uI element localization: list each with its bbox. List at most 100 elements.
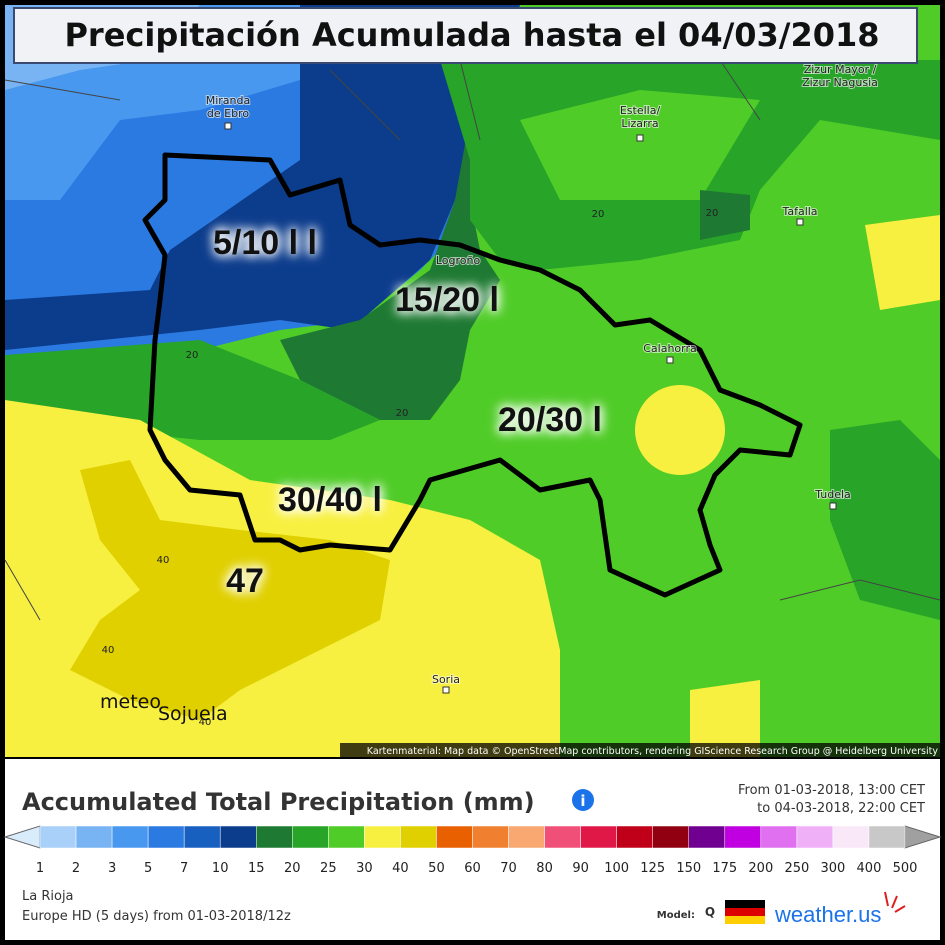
scale-label: 20 xyxy=(284,861,301,876)
scale-box xyxy=(544,825,581,849)
place-label: Zizur Mayor / xyxy=(804,63,877,76)
flag-red xyxy=(725,908,765,916)
scale-box xyxy=(436,825,473,849)
scale-label: 5 xyxy=(144,861,152,876)
field-15-20 xyxy=(280,60,520,420)
flag-gold xyxy=(725,916,765,924)
zone-label: 5/10 l l xyxy=(213,224,317,262)
period-from: From 01-03-2018, 13:00 CET xyxy=(738,783,925,798)
place-label: Zizur Nagusia xyxy=(802,76,878,89)
zone-label: 15/20 l xyxy=(395,281,499,319)
flag-black xyxy=(725,900,765,908)
scale-label: 400 xyxy=(857,861,882,876)
scale-box xyxy=(580,825,617,849)
place-marker xyxy=(796,218,804,226)
info-icon-glyph: i xyxy=(580,792,585,810)
scale-label: 80 xyxy=(536,861,553,876)
scale-box xyxy=(724,825,762,849)
scale-label: 300 xyxy=(821,861,846,876)
scale-box xyxy=(183,825,221,849)
model-run: Europe HD (5 days) from 01-03-2018/12z xyxy=(22,909,291,924)
scale-box xyxy=(219,825,257,849)
scale-box xyxy=(364,825,401,849)
watermark: Sojuela xyxy=(158,703,228,725)
place-label: Logroño xyxy=(436,254,481,267)
scale-box xyxy=(147,825,185,849)
model-label: Model: xyxy=(657,910,695,921)
place-label: Soria xyxy=(432,673,460,686)
contour-label: 40 xyxy=(199,717,212,728)
scale-label: 40 xyxy=(392,861,409,876)
scale-label: 70 xyxy=(500,861,517,876)
scale-label: 150 xyxy=(676,861,701,876)
region: La Rioja xyxy=(22,889,74,904)
scale-box xyxy=(616,825,653,849)
scale-label: 3 xyxy=(108,861,116,876)
scale-label: 25 xyxy=(320,861,337,876)
place-marker xyxy=(636,134,644,142)
field-30-40d xyxy=(690,680,760,757)
place-marker xyxy=(666,356,674,364)
place-marker xyxy=(829,502,837,510)
brand-logo xyxy=(884,891,906,913)
scale-box xyxy=(652,825,689,849)
scale-box xyxy=(472,825,509,849)
contour-label: 40 xyxy=(157,555,170,566)
place-label: de Ebro xyxy=(207,107,249,120)
zone-label: 47 xyxy=(226,562,264,600)
borders xyxy=(4,59,941,621)
scale-box xyxy=(111,825,149,849)
scale-label: 500 xyxy=(893,861,918,876)
place-marker xyxy=(224,122,232,130)
brand: weather.us xyxy=(774,902,881,927)
scale-box xyxy=(760,825,798,849)
zone-label: 30/40 l xyxy=(278,481,382,519)
scale-box xyxy=(292,825,329,849)
map xyxy=(4,5,941,757)
contour-label: 20 xyxy=(592,209,605,220)
title-box xyxy=(13,7,918,64)
period-to: to 04-03-2018, 22:00 CET xyxy=(757,801,925,816)
scale-label: 175 xyxy=(712,861,737,876)
place-label: Lizarra xyxy=(621,117,658,130)
field-10-15 xyxy=(5,5,520,350)
scale-label: 1 xyxy=(36,861,44,876)
scale-box xyxy=(688,825,726,849)
scale-box xyxy=(328,825,365,849)
contour-label: 20 xyxy=(396,408,409,419)
scale-label: 60 xyxy=(464,861,481,876)
scale-label: 2 xyxy=(72,861,80,876)
color-scale: 1 2 3 5 7 10 15 20 25 30 40 50 60 70 80 90 100 125 150 175 2… xyxy=(3,825,942,876)
scale-label: 100 xyxy=(604,861,629,876)
scale-box xyxy=(75,825,113,849)
place-label: Estella/ xyxy=(620,104,661,117)
field-20-25c xyxy=(830,420,940,620)
scale-box xyxy=(39,825,77,849)
info-icon[interactable] xyxy=(572,789,594,811)
scale-label: 15 xyxy=(248,861,265,876)
place-label: Tafalla xyxy=(781,205,817,218)
place-label: Miranda xyxy=(206,94,251,107)
scale-label: 7 xyxy=(180,861,188,876)
scale-box xyxy=(832,825,870,849)
contour-label: 40 xyxy=(102,645,115,656)
attribution-bg xyxy=(340,743,940,757)
la-rioja-boundary xyxy=(142,152,803,598)
contour-label: 20 xyxy=(706,208,719,219)
attribution: Kartenmaterial: Map data © OpenStreetMap… xyxy=(367,746,939,757)
field-30-40b xyxy=(635,385,725,475)
scale-label: 30 xyxy=(356,861,373,876)
scale-box xyxy=(868,825,906,849)
scale-label: 125 xyxy=(640,861,665,876)
scale-box xyxy=(796,825,834,849)
scale-label: 200 xyxy=(748,861,773,876)
title: Precipitación Acumulada hasta el 04/03/2… xyxy=(64,16,879,54)
legend-title: Accumulated Total Precipitation (mm) xyxy=(22,788,535,816)
field-30-40c xyxy=(865,215,940,310)
field-25-30b xyxy=(520,90,760,200)
field-15-20b xyxy=(700,190,750,240)
field-40-50 xyxy=(70,460,390,720)
scale-label: 50 xyxy=(428,861,445,876)
zone-label: 20/30 l xyxy=(498,401,602,439)
